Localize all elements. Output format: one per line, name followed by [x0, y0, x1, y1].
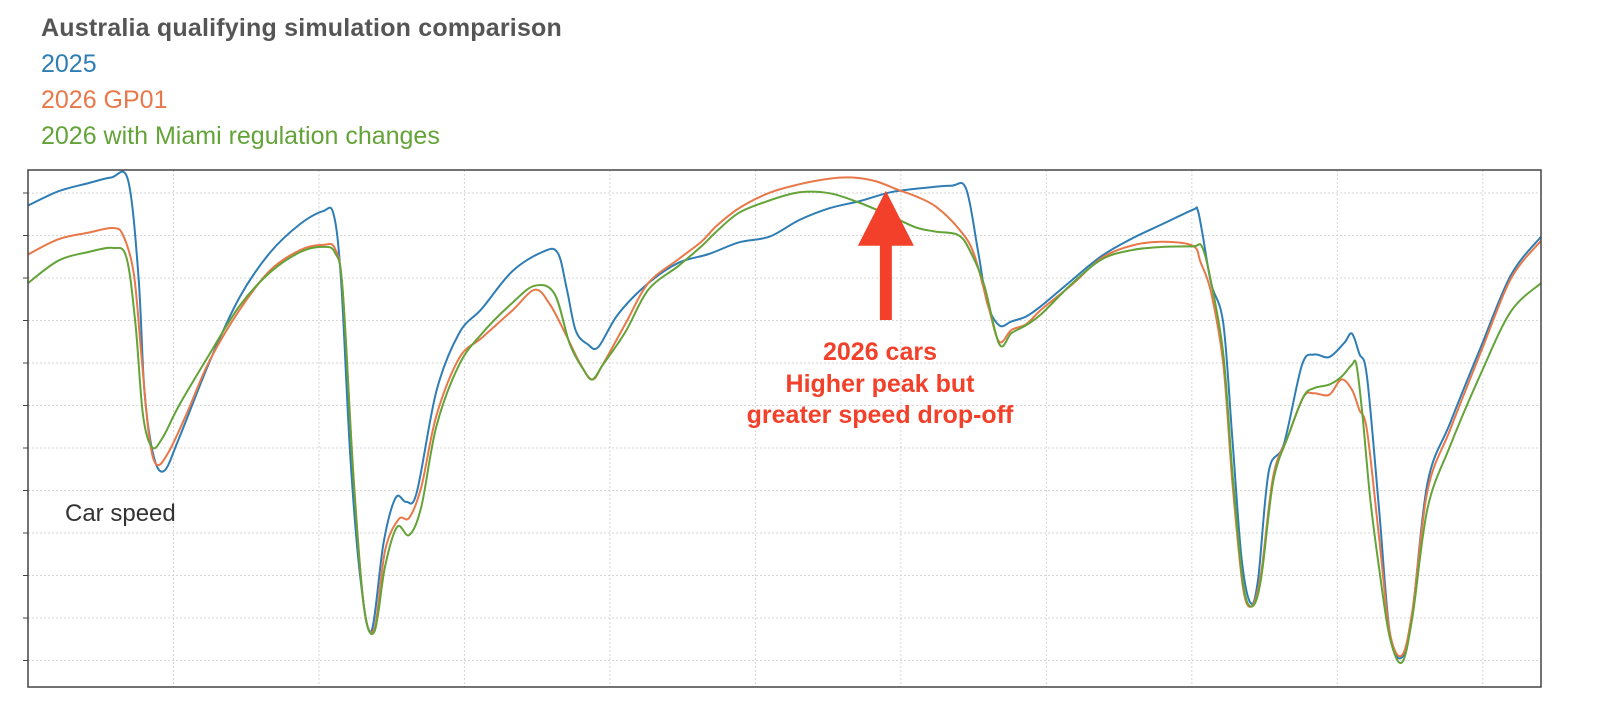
legend-entry-2026-gp01: 2026 GP01	[41, 86, 168, 114]
series-line-2026-gp01	[27, 176, 1542, 658]
plot-frame	[27, 169, 1542, 688]
series-line-2026-miami	[27, 190, 1542, 665]
series-line-2025	[27, 170, 1542, 660]
legend-entry-2025: 2025	[41, 50, 97, 78]
annotation: 2026 cars Higher peak but greater speed …	[747, 190, 1014, 429]
annotation-arrow	[857, 190, 914, 320]
chart-title: Australia qualifying simulation comparis…	[41, 14, 562, 42]
annotation-line-2: Higher peak but	[786, 370, 976, 398]
y-axis-label: Car speed	[65, 500, 176, 527]
legend-entry-2026-miami: 2026 with Miami regulation changes	[41, 122, 440, 150]
grid	[23, 170, 1541, 687]
annotation-line-1: 2026 cars	[823, 338, 937, 366]
series-lines	[27, 170, 1542, 665]
chart-header: Australia qualifying simulation comparis…	[41, 10, 562, 154]
annotation-line-3: greater speed drop-off	[747, 401, 1014, 429]
